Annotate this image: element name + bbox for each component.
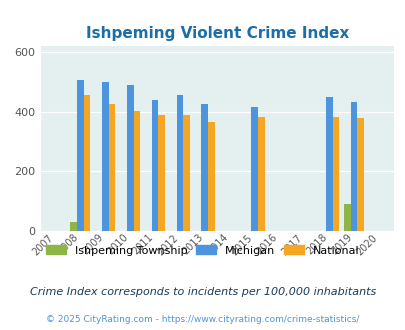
Bar: [356, 118, 363, 231]
Legend: Ishpeming Township, Michigan, National: Ishpeming Township, Michigan, National: [41, 241, 364, 260]
Bar: [70, 222, 77, 231]
Text: © 2025 CityRating.com - https://www.cityrating.com/crime-statistics/: © 2025 CityRating.com - https://www.city…: [46, 315, 359, 324]
Bar: [325, 97, 332, 231]
Bar: [251, 107, 257, 231]
Bar: [183, 115, 190, 231]
Bar: [158, 115, 165, 231]
Bar: [350, 102, 356, 231]
Bar: [77, 81, 83, 231]
Bar: [332, 117, 339, 231]
Bar: [201, 104, 208, 231]
Bar: [208, 122, 214, 231]
Bar: [151, 100, 158, 231]
Bar: [126, 85, 133, 231]
Text: Crime Index corresponds to incidents per 100,000 inhabitants: Crime Index corresponds to incidents per…: [30, 287, 375, 297]
Bar: [83, 95, 90, 231]
Bar: [133, 111, 140, 231]
Bar: [109, 104, 115, 231]
Bar: [102, 82, 109, 231]
Bar: [257, 117, 264, 231]
Bar: [176, 95, 183, 231]
Title: Ishpeming Violent Crime Index: Ishpeming Violent Crime Index: [85, 26, 348, 41]
Bar: [343, 204, 350, 231]
